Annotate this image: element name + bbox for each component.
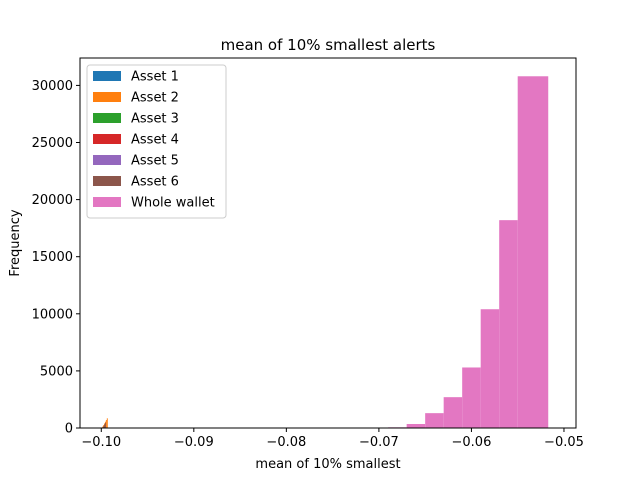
- y-tick-label: 5000: [40, 364, 73, 379]
- legend-entry: Asset 5: [131, 154, 179, 169]
- legend-entry: Asset 3: [131, 112, 179, 127]
- legend-entry: Asset 4: [131, 133, 179, 148]
- legend-swatch: [93, 134, 121, 144]
- legend-swatch: [93, 92, 121, 102]
- x-axis-label: mean of 10% smallest: [255, 457, 400, 472]
- y-tick-label: 20000: [32, 193, 73, 208]
- bars-group: [101, 76, 549, 428]
- legend: Asset 1 Asset 2 Asset 3 Asset 4 Asset 5 Asset…: [86, 64, 227, 219]
- y-axis: 0 5000 10000 15000 20000 25000 30000: [32, 79, 80, 437]
- legend-entry: Asset 2: [131, 91, 179, 106]
- legend-entry: Asset 1: [131, 70, 179, 85]
- bar-whole-wallet-2: [425, 413, 444, 428]
- legend-swatch: [93, 176, 121, 186]
- y-tick-label: 25000: [32, 136, 73, 151]
- bar-whole-wallet-7: [517, 76, 549, 428]
- y-tick-label: 15000: [32, 250, 73, 265]
- bar-asset-6-0: [103, 426, 105, 428]
- legend-swatch: [93, 155, 121, 165]
- legend-entry: Whole wallet: [131, 196, 215, 211]
- plot-frame: [79, 57, 577, 429]
- chart-title: mean of 10% smallest alerts: [221, 36, 436, 54]
- bar-asset-2-0: [102, 426, 104, 428]
- x-axis: −0.10 −0.09 −0.08 −0.07 −0.06 −0.05: [81, 428, 584, 450]
- legend-swatch: [93, 71, 121, 81]
- bar-whole-wallet-5: [480, 309, 500, 428]
- legend-swatch: [93, 197, 121, 207]
- bar-whole-wallet-3: [443, 397, 463, 428]
- y-tick-label: 30000: [32, 79, 73, 94]
- y-axis-label: Frequency: [8, 209, 23, 276]
- y-tick-label: 0: [65, 422, 73, 437]
- bar-whole-wallet-1: [406, 424, 426, 428]
- bar-asset-2-4: [105, 420, 107, 428]
- x-tick-label: −0.09: [174, 435, 214, 450]
- plot-area: [79, 57, 577, 429]
- legend-entry: Asset 6: [131, 175, 179, 190]
- bar-whole-wallet-6: [499, 220, 518, 428]
- x-tick-label: −0.07: [359, 435, 399, 450]
- x-tick-label: −0.06: [452, 435, 492, 450]
- bar-asset-6-1: [104, 424, 105, 428]
- x-tick-label: −0.10: [81, 435, 121, 450]
- legend-swatch: [93, 113, 121, 123]
- bar-asset-2-5: [106, 418, 108, 428]
- legend-box: [86, 64, 227, 219]
- x-tick-label: −0.05: [544, 435, 584, 450]
- bar-whole-wallet-4: [462, 367, 481, 428]
- bar-asset-6-2: [104, 422, 106, 428]
- x-tick-label: −0.08: [266, 435, 306, 450]
- y-tick-label: 10000: [32, 307, 73, 322]
